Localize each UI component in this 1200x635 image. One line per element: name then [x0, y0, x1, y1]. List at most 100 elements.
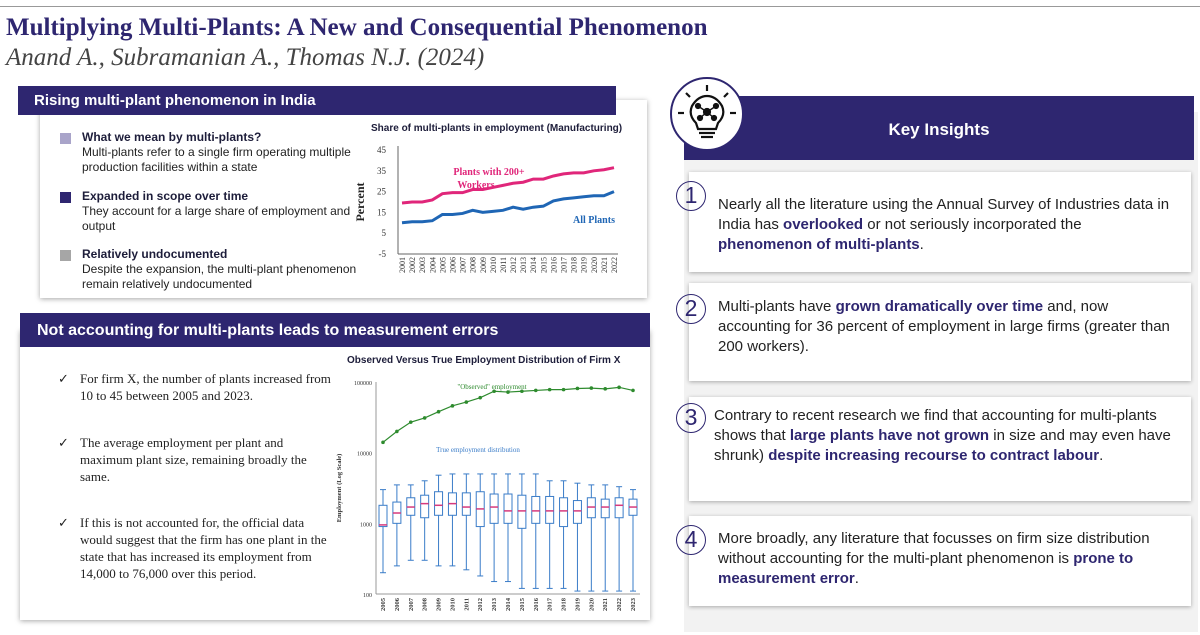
observed-point — [617, 385, 621, 390]
observed-point — [547, 387, 552, 392]
section1-header: Rising multi-plant phenomenon in India — [18, 86, 616, 115]
box-iqr — [420, 494, 430, 519]
item-body: Despite the expansion, the multi-plant p… — [82, 262, 357, 291]
observed-point — [520, 389, 524, 394]
y-tick-label: 45 — [377, 145, 387, 155]
box-iqr — [461, 492, 471, 516]
x-tick-label: 2020 — [588, 598, 595, 611]
x-tick-label: 2005 — [380, 597, 387, 611]
x-tick-label: 2019 — [580, 257, 589, 273]
chart2-svg: 100000 10000 1000 100 Employment (Log Scale)… — [336, 381, 640, 611]
x-tick-label: 2013 — [491, 597, 498, 611]
x-tick-label: 2009 — [436, 597, 443, 611]
x-tick-label: 2008 — [422, 597, 429, 611]
observed-point — [533, 388, 538, 393]
box-iqr — [600, 498, 610, 519]
series-label-all-plants: All Plants — [573, 215, 615, 226]
observed-point — [589, 386, 594, 390]
series-label-large-plants: Plants with 200+ — [453, 167, 525, 178]
section2-header: Not accounting for multi-plants leads to… — [20, 313, 650, 347]
x-tick-label: 2020 — [590, 257, 599, 273]
insight-text: Nearly all the literature using the Annu… — [718, 196, 1170, 253]
x-tick-label: 2011 — [463, 598, 470, 611]
insight-number: 3 — [676, 403, 706, 433]
poster-authors: Anand A., Subramanian A., Thomas N.J. (2… — [6, 44, 485, 71]
y-tick-label: 100 — [363, 593, 372, 599]
y-tick-label: 10000 — [357, 452, 372, 458]
x-tick-label: 2021 — [602, 598, 609, 611]
x-tick-label: 2007 — [459, 257, 468, 273]
y-axis-label: Percent — [353, 182, 367, 221]
observed-point — [450, 404, 455, 408]
x-tick-label: 2004 — [428, 257, 437, 273]
x-tick-label: 2006 — [394, 597, 401, 611]
x-tick-label: 2017 — [547, 597, 554, 611]
x-tick-label: 2005 — [438, 257, 447, 273]
observed-point — [422, 416, 427, 420]
observed-point — [381, 440, 385, 445]
series-label-large-plants-line2: Workers — [457, 180, 494, 191]
insight-number: 1 — [676, 181, 706, 211]
box-iqr — [559, 497, 569, 528]
x-tick-label: 2019 — [574, 597, 581, 611]
chart2-title: Observed Versus True Employment Distribu… — [347, 355, 621, 366]
x-tick-label: 2022 — [616, 598, 623, 611]
bullet-square-icon — [60, 192, 71, 203]
bullet-square-icon — [60, 133, 71, 144]
x-tick-label: 2012 — [509, 257, 518, 273]
item-text: For firm X, the number of plants increas… — [80, 371, 331, 403]
top-rule — [0, 6, 1200, 7]
insight-text: Contrary to recent research we find that… — [714, 407, 1171, 464]
true-distribution-label: True employment distribution — [436, 446, 520, 454]
insight-number: 4 — [676, 525, 706, 555]
x-tick-label: 2008 — [469, 257, 478, 273]
item-text: If this is not accounted for, the offici… — [80, 515, 327, 581]
x-tick-label: 2016 — [533, 597, 540, 611]
y-tick-label: 1000 — [360, 522, 372, 528]
x-tick-label: 2017 — [560, 257, 569, 273]
x-tick-label: 2015 — [539, 257, 548, 273]
observed-line — [382, 386, 634, 443]
box-iqr — [378, 504, 388, 528]
observed-point — [603, 387, 608, 391]
series-line-all-plants — [401, 190, 615, 225]
item-text: The average employment per plant and max… — [80, 435, 307, 484]
x-tick-label: 2023 — [630, 597, 637, 611]
checkmark-icon: ✓ — [58, 515, 69, 530]
x-tick-label: 2022 — [610, 257, 619, 273]
x-tick-label: 2016 — [549, 257, 558, 273]
box-iqr — [434, 491, 444, 516]
item-heading: Relatively undocumented — [82, 247, 228, 261]
insight-card: 2 Multi-plants have grown dramatically o… — [676, 283, 1191, 381]
x-tick-label: 2010 — [489, 257, 498, 273]
x-tick-label: 2003 — [418, 257, 427, 273]
x-tick-label: 2014 — [529, 257, 538, 273]
y-tick-label: 5 — [382, 228, 387, 238]
x-tick-label: 2013 — [519, 257, 528, 273]
chart1-title: Share of multi-plants in employment (Man… — [371, 123, 623, 134]
box-iqr — [531, 495, 541, 524]
y-axis-label: Employment (Log Scale) — [336, 454, 343, 523]
observed-point — [575, 386, 580, 391]
x-tick-label: 2015 — [519, 597, 526, 611]
x-tick-label: 2002 — [408, 257, 417, 273]
observed-point — [395, 429, 399, 434]
box-iqr — [545, 495, 555, 524]
x-tick-label: 2010 — [449, 598, 456, 611]
insight-text: Multi-plants have grown dramatically ove… — [718, 298, 1170, 355]
observed-point — [464, 400, 469, 404]
y-tick-label: 35 — [377, 166, 387, 176]
box-iqr — [489, 493, 499, 524]
observed-point — [506, 390, 510, 394]
x-tick-label: 2014 — [505, 597, 512, 611]
insight-number: 2 — [676, 294, 706, 324]
box-iqr — [572, 500, 582, 524]
box-iqr — [614, 497, 624, 519]
bullet-square-icon — [60, 250, 71, 261]
section2-panel — [20, 330, 650, 620]
item-body: They account for a large share of employ… — [82, 204, 351, 233]
y-tick-label: 100000 — [354, 381, 372, 387]
section1-panel — [40, 100, 647, 298]
box-iqr — [503, 493, 513, 524]
x-tick-label: 2001 — [398, 257, 407, 273]
